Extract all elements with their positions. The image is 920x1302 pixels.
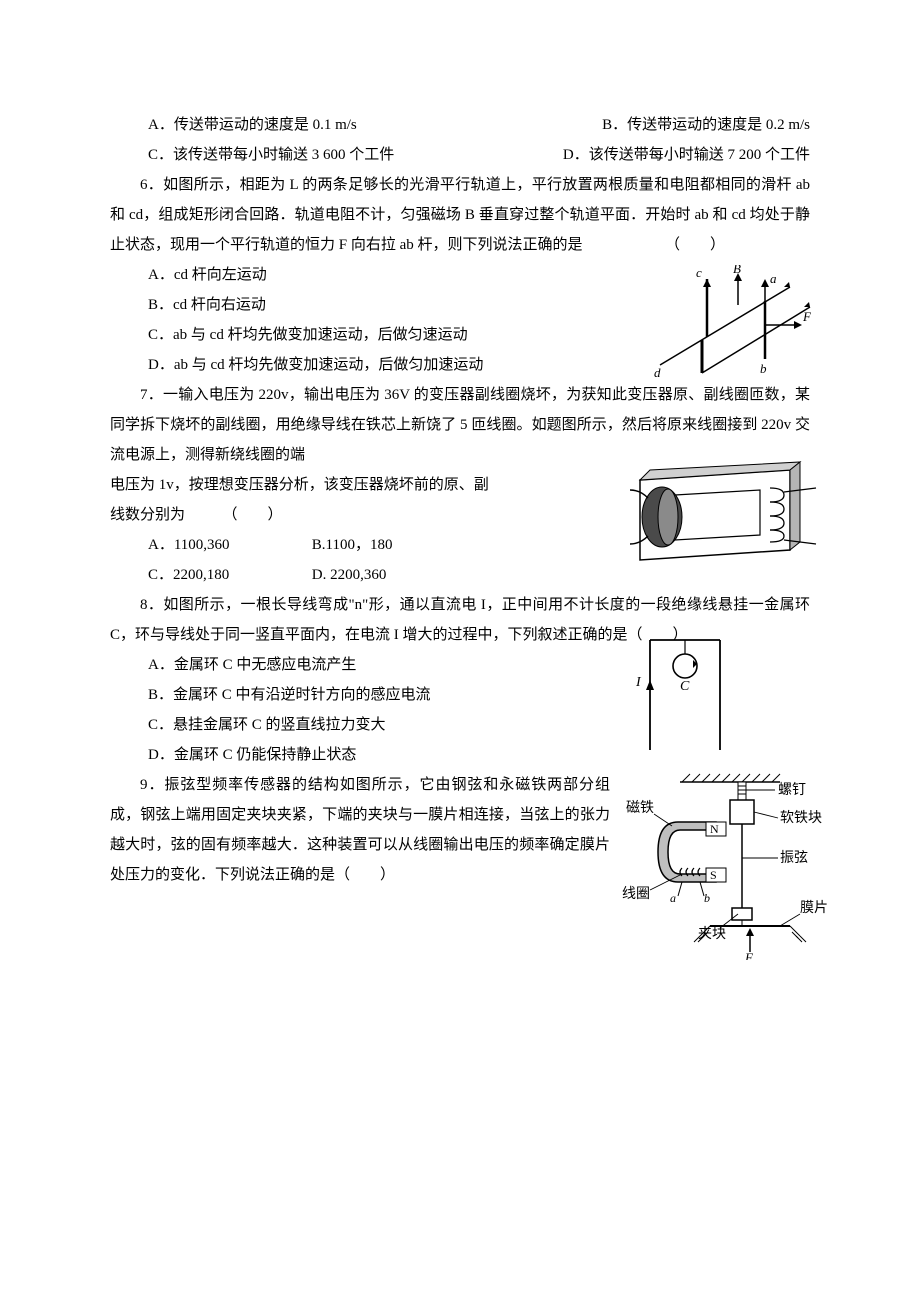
q6-stem: 6．如图所示，相距为 L 的两条足够长的光滑平行轨道上，平行放置两根质量和电阻都… xyxy=(110,170,810,260)
q7-option-a: A．1100,360 xyxy=(148,530,308,560)
page: A．传送带运动的速度是 0.1 m/s B．传送带运动的速度是 0.2 m/s … xyxy=(0,0,920,1302)
svg-text:线圈: 线圈 xyxy=(622,886,650,902)
svg-text:b: b xyxy=(760,361,767,376)
option-c: C．该传送带每小时输送 3 600 个工件 xyxy=(148,140,394,170)
q7-option-c: C．2200,180 xyxy=(148,560,308,590)
svg-text:S: S xyxy=(710,868,717,882)
prev-options-row-1: A．传送带运动的速度是 0.1 m/s B．传送带运动的速度是 0.2 m/s xyxy=(110,110,810,140)
svg-text:I: I xyxy=(635,675,642,690)
svg-text:磁铁: 磁铁 xyxy=(626,800,654,816)
q9-figure: 螺钉 磁铁 N 软铁块 S 振弦 线圈 a b 夹块 膜片 F xyxy=(620,770,830,960)
svg-text:软铁块: 软铁块 xyxy=(780,810,822,826)
question-6: 6．如图所示，相距为 L 的两条足够长的光滑平行轨道上，平行放置两根质量和电阻都… xyxy=(110,170,810,380)
q7-figure xyxy=(620,450,820,570)
svg-text:B: B xyxy=(733,265,741,276)
option-d: D．该传送带每小时输送 7 200 个工件 xyxy=(563,140,810,170)
option-a: A．传送带运动的速度是 0.1 m/s xyxy=(148,110,357,140)
question-9: 9．振弦型频率传感器的结构如图所示，它由钢弦和永磁铁两部分组成，钢弦上端用固定夹… xyxy=(110,770,810,890)
svg-text:F: F xyxy=(744,950,754,960)
q7-option-d: D. 2200,360 xyxy=(312,560,387,590)
svg-text:c: c xyxy=(696,265,702,280)
question-8: 8．如图所示，一根长导线弯成"n"形，通以直流电 I，正中间用不计长度的一段绝缘… xyxy=(110,590,810,770)
prev-options-row-2: C．该传送带每小时输送 3 600 个工件 D．该传送带每小时输送 7 200 … xyxy=(110,140,810,170)
svg-text:夹块: 夹块 xyxy=(698,926,726,942)
svg-text:b: b xyxy=(704,891,710,905)
svg-text:N: N xyxy=(710,822,719,836)
svg-text:a: a xyxy=(770,271,777,286)
q8-figure: I C xyxy=(630,620,750,760)
option-b: B．传送带运动的速度是 0.2 m/s xyxy=(602,110,810,140)
svg-text:C: C xyxy=(680,679,690,694)
q7-option-b: B.1100，180 xyxy=(312,530,393,560)
svg-text:d: d xyxy=(654,365,661,380)
svg-text:膜片: 膜片 xyxy=(800,900,828,916)
svg-text:振弦: 振弦 xyxy=(780,850,808,866)
question-7: 7．一输入电压为 220v，输出电压为 36V 的变压器副线圈烧坏，为获知此变压… xyxy=(110,380,810,590)
q6-figure: c B a F d b xyxy=(650,265,820,385)
svg-text:螺钉: 螺钉 xyxy=(778,782,806,798)
svg-text:F: F xyxy=(802,309,812,324)
svg-text:a: a xyxy=(670,891,676,905)
